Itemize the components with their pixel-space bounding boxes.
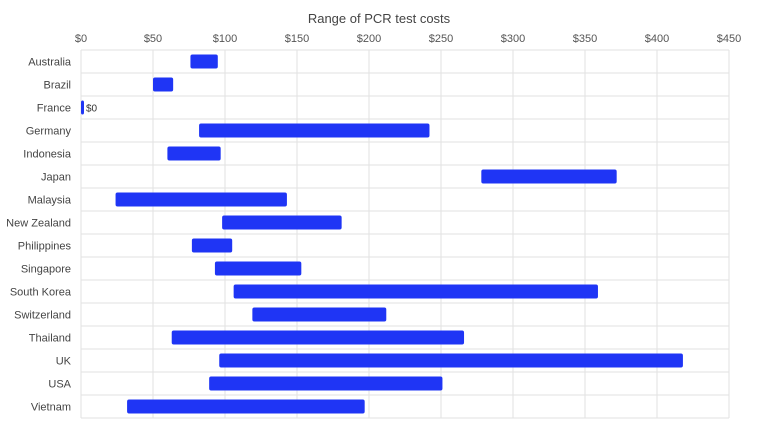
bar-vietnam — [127, 399, 365, 414]
y-category-label: Australia — [28, 57, 72, 69]
grid-layer — [80, 49, 730, 419]
bar-uk — [219, 353, 683, 368]
bar-indonesia — [167, 146, 221, 161]
y-category-label: UK — [56, 356, 72, 368]
y-category-label: Indonesia — [23, 149, 72, 161]
y-category-label: South Korea — [10, 287, 72, 299]
bar-france — [81, 100, 84, 115]
bar-new-zealand — [222, 215, 342, 230]
x-tick-label: $450 — [717, 33, 741, 45]
y-category-label: Vietnam — [31, 402, 71, 414]
y-category-label: France — [37, 103, 71, 115]
x-tick-label: $50 — [144, 33, 162, 45]
y-category-label: Thailand — [29, 333, 71, 345]
chart-title: Range of PCR test costs — [308, 11, 451, 26]
y-category-label: USA — [48, 379, 71, 391]
x-tick-label: $350 — [573, 33, 597, 45]
bar-usa — [209, 376, 443, 391]
y-category-label: Germany — [26, 126, 72, 138]
annotations-layer: $0 — [86, 104, 98, 115]
x-tick-label: $150 — [285, 33, 309, 45]
bar-philippines — [191, 238, 233, 253]
x-axis-ticks: $0 $50 $100 $150 $200 $250 $300 $350 $400 $450 — [75, 33, 741, 45]
y-category-label: Japan — [41, 172, 71, 184]
bar-switzerland — [252, 307, 387, 322]
bars-layer — [81, 54, 683, 414]
data-label: $0 — [86, 104, 98, 115]
x-tick-label: $200 — [357, 33, 381, 45]
bar-germany — [199, 123, 430, 138]
x-tick-label: $100 — [213, 33, 237, 45]
y-category-label: Singapore — [21, 264, 71, 276]
bar-south-korea — [233, 284, 598, 299]
y-category-label: Brazil — [43, 80, 71, 92]
bar-japan — [481, 169, 617, 184]
x-tick-label: $300 — [501, 33, 525, 45]
y-category-label: Philippines — [18, 241, 72, 253]
bar-malaysia — [115, 192, 287, 207]
x-tick-label: $250 — [429, 33, 453, 45]
bar-brazil — [153, 77, 174, 92]
bar-australia — [190, 54, 218, 69]
y-axis-labels: Australia Brazil France Germany Indonesia Jap… — [6, 57, 72, 414]
bar-singapore — [214, 261, 302, 276]
y-category-label: New Zealand — [6, 218, 71, 230]
y-category-label: Malaysia — [28, 195, 72, 207]
bar-thailand — [171, 330, 465, 345]
x-tick-label: $0 — [75, 33, 87, 45]
x-tick-label: $400 — [645, 33, 669, 45]
y-category-label: Switzerland — [14, 310, 71, 322]
